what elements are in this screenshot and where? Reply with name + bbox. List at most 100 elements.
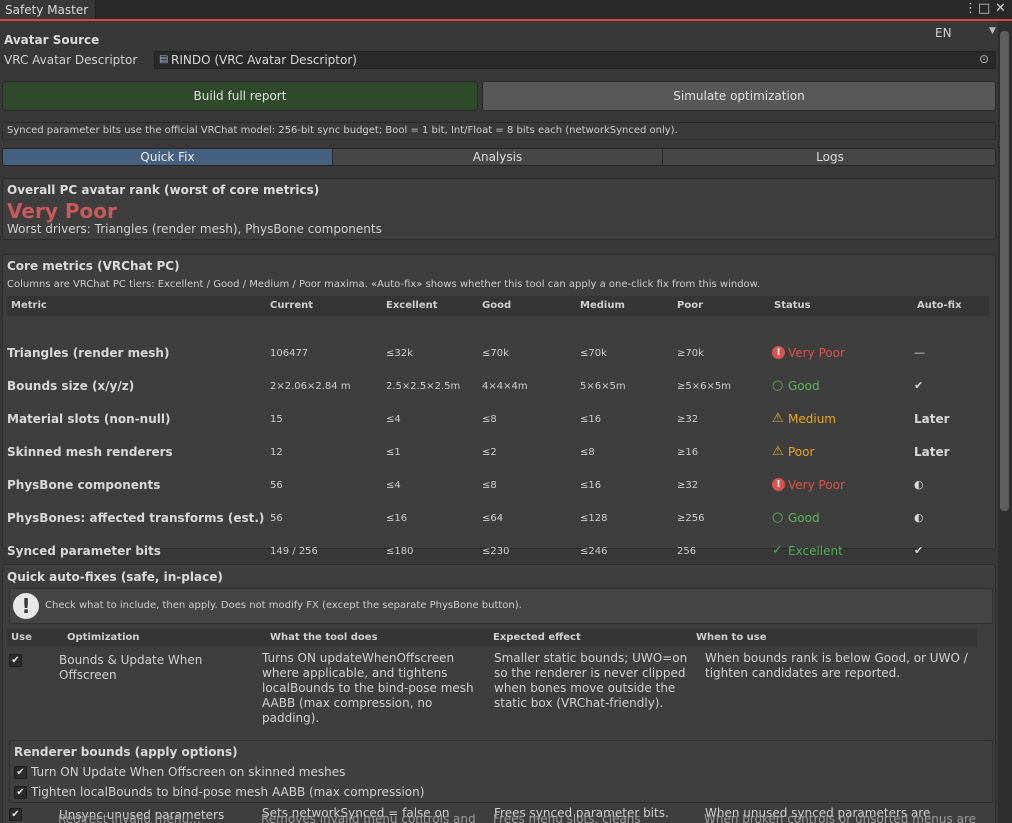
tab-analysis[interactable]: Analysis [333, 149, 663, 165]
metric-good: ≤70k [482, 348, 509, 359]
autofix-indicator: Later [914, 445, 950, 459]
metric-poor: ≥256 [677, 513, 705, 524]
core-metric-row: Skinned mesh renderers 12 ≤1 ≤2 ≤8 ≥16 ⚠ Poor La… [3, 443, 993, 465]
descriptor-object-icon: ▤ [159, 54, 169, 65]
header-what-tool-does: What the tool does [270, 632, 378, 643]
build-report-button[interactable]: Build full report [2, 81, 478, 111]
metric-excellent: ≤16 [386, 513, 408, 524]
header-optimization: Optimization [67, 632, 140, 643]
tool-does-bounds: Turns ON updateWhenOffscreen where appli… [262, 651, 474, 725]
maximize-icon[interactable]: □ [978, 1, 991, 16]
metric-name: Skinned mesh renderers [7, 445, 173, 459]
status-icon: ⚠ [772, 444, 784, 459]
status-text: Medium [788, 412, 836, 426]
status-text: Very Poor [788, 346, 845, 360]
core-metric-row: Bounds size (x/y/z) 2×2.06×2.84 m 2.5×2.5×… [3, 377, 993, 399]
header-metric: Metric [11, 300, 47, 311]
metric-poor: ≥70k [677, 348, 704, 359]
close-icon[interactable]: ✕ [995, 1, 1006, 16]
more-menu-icon[interactable]: ⋮ [964, 1, 977, 16]
metric-excellent: 2.5×2.5×2.5m [386, 381, 461, 392]
rank-value: Very Poor [7, 199, 117, 223]
when-to-use-unsync: When unused synced parameters are detect… [705, 806, 931, 823]
autofix-indicator: Later [914, 412, 950, 426]
tool-does-unsync: Sets networkSynced = false on parameters… [262, 806, 450, 823]
metric-name: Triangles (render mesh) [7, 346, 170, 360]
metric-excellent: ≤32k [386, 348, 413, 359]
metric-medium: ≤246 [580, 546, 608, 557]
metric-medium: ≤70k [580, 348, 607, 359]
core-table-header: Metric Current Excellent Good Medium Poo… [7, 296, 989, 316]
status-text: Very Poor [788, 478, 845, 492]
main-content: EN ▼ Avatar Source VRC Avatar Descriptor… [0, 21, 998, 823]
rank-heading: Overall PC avatar rank (worst of core me… [7, 183, 320, 197]
metric-name: Synced parameter bits [7, 544, 161, 558]
metric-name: PhysBones: affected transforms (est.) [7, 511, 265, 525]
autofix-indicator: ✔ [914, 544, 924, 557]
metric-medium: ≤8 [580, 447, 595, 458]
metric-medium: ≤16 [580, 480, 602, 491]
header-expected-effect: Expected effect [493, 632, 581, 643]
object-picker-icon[interactable]: ⊙ [979, 52, 990, 66]
header-medium: Medium [580, 300, 625, 311]
optimization-name-bounds: Bounds & Update When Offscreen [59, 653, 203, 682]
tighten-bounds-checkbox[interactable]: ✔ [14, 786, 27, 799]
tab-quick-fix[interactable]: Quick Fix [3, 149, 333, 165]
header-current: Current [270, 300, 314, 311]
metric-good: ≤8 [482, 414, 497, 425]
metric-poor: 256 [677, 546, 697, 557]
when-to-use-bounds: When bounds rank is below Good, or UWO /… [705, 651, 968, 680]
metric-current: 12 [270, 447, 283, 458]
quick-note-text: Check what to include, then apply. Does … [45, 600, 522, 611]
metric-medium: ≤16 [580, 414, 602, 425]
expected-effect-unsync: Frees synced parameter bits. [494, 806, 669, 820]
metric-current: 15 [270, 414, 283, 425]
partial-row-does: Removes invalid menu controls and [261, 814, 476, 823]
header-when-to-use: When to use [696, 632, 767, 643]
rank-panel: Overall PC avatar rank (worst of core me… [2, 178, 996, 240]
metric-medium: 5×6×5m [580, 381, 626, 392]
scrollbar-thumb[interactable] [1000, 31, 1009, 511]
tab-bar: Quick Fix Analysis Logs [2, 148, 996, 166]
chevron-down-icon: ▼ [989, 26, 996, 36]
simulate-optimization-button[interactable]: Simulate optimization [482, 81, 996, 111]
header-poor: Poor [677, 300, 704, 311]
core-metric-row: PhysBones: affected transforms (est.) 56 ≤… [3, 509, 993, 531]
metric-poor: ≥32 [677, 480, 699, 491]
core-subtitle: Columns are VRChat PC tiers: Excellent /… [7, 279, 761, 290]
autofix-indicator: — [914, 346, 925, 359]
renderer-bounds-options: Renderer bounds (apply options) ✔ Turn O… [9, 740, 993, 803]
tab-logs[interactable]: Logs [816, 150, 844, 164]
language-dropdown[interactable]: EN ▼ [931, 23, 998, 43]
header-good: Good [482, 300, 512, 311]
use-checkbox-unsync[interactable]: ✔ [9, 808, 22, 821]
metric-current: 2×2.06×2.84 m [270, 381, 351, 392]
uwo-checkbox[interactable]: ✔ [14, 766, 27, 779]
metric-excellent: ≤180 [386, 546, 414, 557]
status-icon: ✓ [772, 543, 783, 558]
use-checkbox-bounds[interactable]: ✔ [9, 654, 22, 667]
metric-good: ≤230 [482, 546, 510, 557]
status-text: Good [788, 379, 820, 393]
rank-drivers: Worst drivers: Triangles (render mesh), … [7, 222, 382, 236]
status-icon: ○ [772, 378, 784, 393]
vertical-scrollbar[interactable] [998, 21, 1012, 823]
core-metric-row: PhysBone components 56 ≤4 ≤8 ≤16 ≥32! Very Poo… [3, 476, 993, 498]
metric-good: ≤8 [482, 480, 497, 491]
header-use: Use [11, 632, 32, 643]
status-icon: ! [772, 478, 785, 491]
quick-heading: Quick auto-fixes (safe, in-place) [7, 570, 223, 584]
metric-excellent: ≤4 [386, 480, 401, 491]
metric-good: 4×4×4m [482, 381, 528, 392]
core-metric-row: Material slots (non-null) 15 ≤4 ≤8 ≤16 ≥32 ⚠ Me… [3, 410, 993, 432]
metric-current: 106477 [270, 348, 309, 359]
core-heading: Core metrics (VRChat PC) [7, 259, 180, 273]
descriptor-field[interactable]: ▤ RINDO (VRC Avatar Descriptor) ⊙ [154, 51, 996, 69]
metric-poor: ≥32 [677, 414, 699, 425]
window-tab[interactable]: Safety Master [0, 0, 96, 19]
partial-row-when: When broken controls or unsorted menus a… [704, 814, 976, 823]
metric-good: ≤64 [482, 513, 504, 524]
uwo-option-label: Turn ON Update When Offscreen on skinned… [31, 765, 346, 779]
header-status: Status [774, 300, 811, 311]
metric-name: Material slots (non-null) [7, 412, 171, 426]
